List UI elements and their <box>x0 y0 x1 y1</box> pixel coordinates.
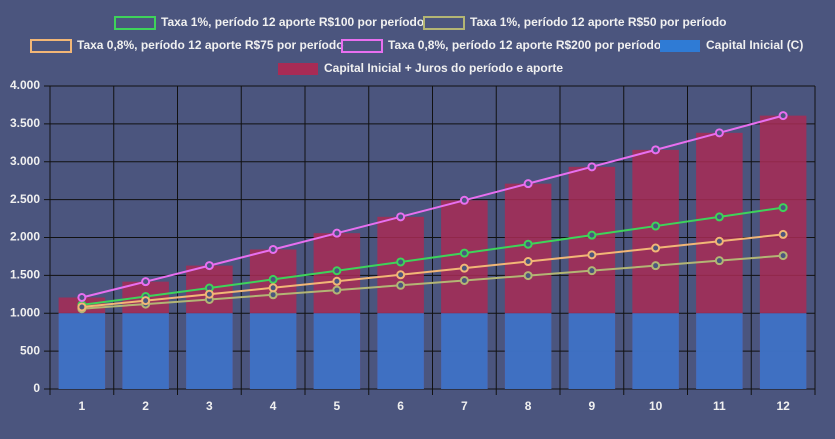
line-point <box>523 271 533 281</box>
line-point <box>714 212 724 222</box>
line-point <box>396 270 406 280</box>
line-point <box>332 276 342 286</box>
x-tick-label: 6 <box>397 399 404 413</box>
line-point <box>396 257 406 267</box>
line-point <box>268 244 278 254</box>
x-tick-label: 3 <box>206 399 213 413</box>
line-point <box>587 266 597 276</box>
legend-label: Taxa 0,8%, período 12 aporte R$200 por p… <box>388 38 661 52</box>
bar <box>441 313 488 389</box>
bar <box>186 313 233 389</box>
line-point <box>523 257 533 267</box>
line-series <box>81 114 784 299</box>
line-point <box>778 229 788 239</box>
y-tick-label: 3.000 <box>10 154 40 168</box>
x-tick-label: 7 <box>461 399 468 413</box>
bar <box>696 313 743 389</box>
y-tick-label: 3.500 <box>10 116 40 130</box>
line-point <box>714 128 724 138</box>
bar <box>249 313 297 389</box>
legend-swatch <box>114 16 156 30</box>
line-point <box>651 145 661 155</box>
line-point <box>268 290 278 300</box>
line-point <box>459 263 469 273</box>
x-tick-label: 5 <box>334 399 341 413</box>
x-tick-label: 8 <box>525 399 532 413</box>
line-point <box>332 266 342 276</box>
legend-swatch <box>278 63 318 75</box>
line-point <box>651 261 661 271</box>
x-tick-label: 9 <box>589 399 596 413</box>
line-point <box>587 230 597 240</box>
legend-swatch <box>423 16 465 30</box>
y-tick-label: 1.500 <box>10 268 40 282</box>
y-tick-label: 2.500 <box>10 192 40 206</box>
bar <box>632 313 679 389</box>
line-point <box>332 285 342 295</box>
line-point <box>459 195 469 205</box>
line-point <box>268 283 278 293</box>
line-point <box>396 280 406 290</box>
x-tick-label: 4 <box>270 399 277 413</box>
line-point <box>459 275 469 285</box>
y-tick-label: 1.000 <box>10 305 40 319</box>
line-point <box>778 111 788 121</box>
bar <box>122 313 169 389</box>
line-point <box>141 277 151 287</box>
line-point <box>778 251 788 261</box>
line-point <box>459 248 469 258</box>
line-point <box>523 179 533 189</box>
bar <box>568 313 616 389</box>
y-tick-label: 2.000 <box>10 230 40 244</box>
line-point <box>714 236 724 246</box>
line-series <box>81 254 784 310</box>
x-tick-label: 2 <box>142 399 149 413</box>
line-point <box>651 221 661 231</box>
line-point <box>587 250 597 260</box>
legend-label: Taxa 0,8%, período 12 aporte R$75 por pe… <box>77 38 344 52</box>
y-tick-label: 0 <box>33 381 40 395</box>
legend-label: Capital Inicial (C) <box>706 38 803 52</box>
legend-swatch <box>341 39 383 53</box>
x-tick-label: 1 <box>79 399 86 413</box>
legend-label: Taxa 1%, período 12 aporte R$50 por perí… <box>470 15 727 29</box>
bar <box>58 313 106 389</box>
legend-swatch <box>660 40 700 52</box>
line-point <box>332 228 342 238</box>
line-point <box>396 212 406 222</box>
line-point <box>714 256 724 266</box>
bar <box>759 313 807 389</box>
line-point <box>141 296 151 306</box>
y-tick-label: 4.000 <box>10 78 40 92</box>
legend-label: Taxa 1%, período 12 aporte R$100 por per… <box>161 15 424 29</box>
line-point <box>204 289 214 299</box>
bar <box>504 313 552 389</box>
line-point <box>587 162 597 172</box>
line-point <box>77 302 87 312</box>
bar <box>377 313 424 389</box>
line-point <box>268 274 278 284</box>
line-point <box>778 203 788 213</box>
line-point <box>77 292 87 302</box>
line-point <box>523 239 533 249</box>
line-series <box>81 233 784 308</box>
line-point <box>651 243 661 253</box>
x-tick-label: 11 <box>713 399 726 413</box>
x-tick-label: 12 <box>776 399 790 413</box>
line-point <box>204 261 214 271</box>
bar <box>313 313 361 389</box>
line-series <box>81 206 784 306</box>
legend-label: Capital Inicial + Juros do período e apo… <box>324 61 563 75</box>
y-tick-label: 500 <box>20 343 40 357</box>
x-tick-label: 10 <box>649 399 663 413</box>
legend-swatch <box>30 39 72 53</box>
